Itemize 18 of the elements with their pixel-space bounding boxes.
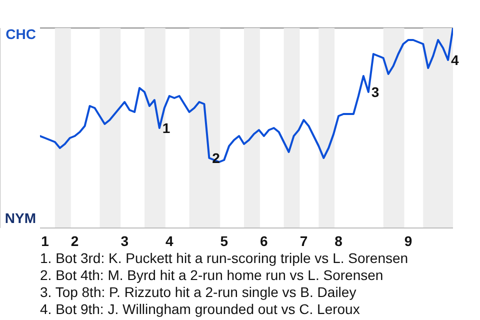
x-tick-label: 3 (120, 232, 129, 249)
x-tick-label: 4 (165, 232, 174, 249)
annotation: 3 (371, 84, 380, 100)
text: 2. Bot 4th: M. Byrd hit a 2-run home run vs L. Sorensen (40, 267, 384, 284)
x-tick-label: 9 (404, 232, 412, 249)
text: CHC (4, 26, 36, 42)
text: 1. Bot 3rd: K. Puckett hit a run-scoring triple vs L. Sorensen (40, 250, 410, 267)
x-tick-label: 2 (70, 232, 79, 249)
annotation: 1 (162, 120, 170, 136)
x-tick-label: 8 (334, 232, 343, 249)
text: NYM (4, 210, 36, 226)
annotation: 4 (451, 52, 460, 68)
x-tick-label: 5 (220, 232, 228, 249)
text: 4. Bot 9th: J. Willingham grounded out vs C. Leroux (40, 301, 361, 318)
text: 3. Top 8th: P. Rizzuto hit a 2-run single vs B. Dailey (40, 284, 358, 301)
x-tick-label: 6 (260, 232, 268, 249)
x-tick-label: 7 (300, 232, 308, 249)
x-tick-label: 1 (41, 232, 50, 249)
